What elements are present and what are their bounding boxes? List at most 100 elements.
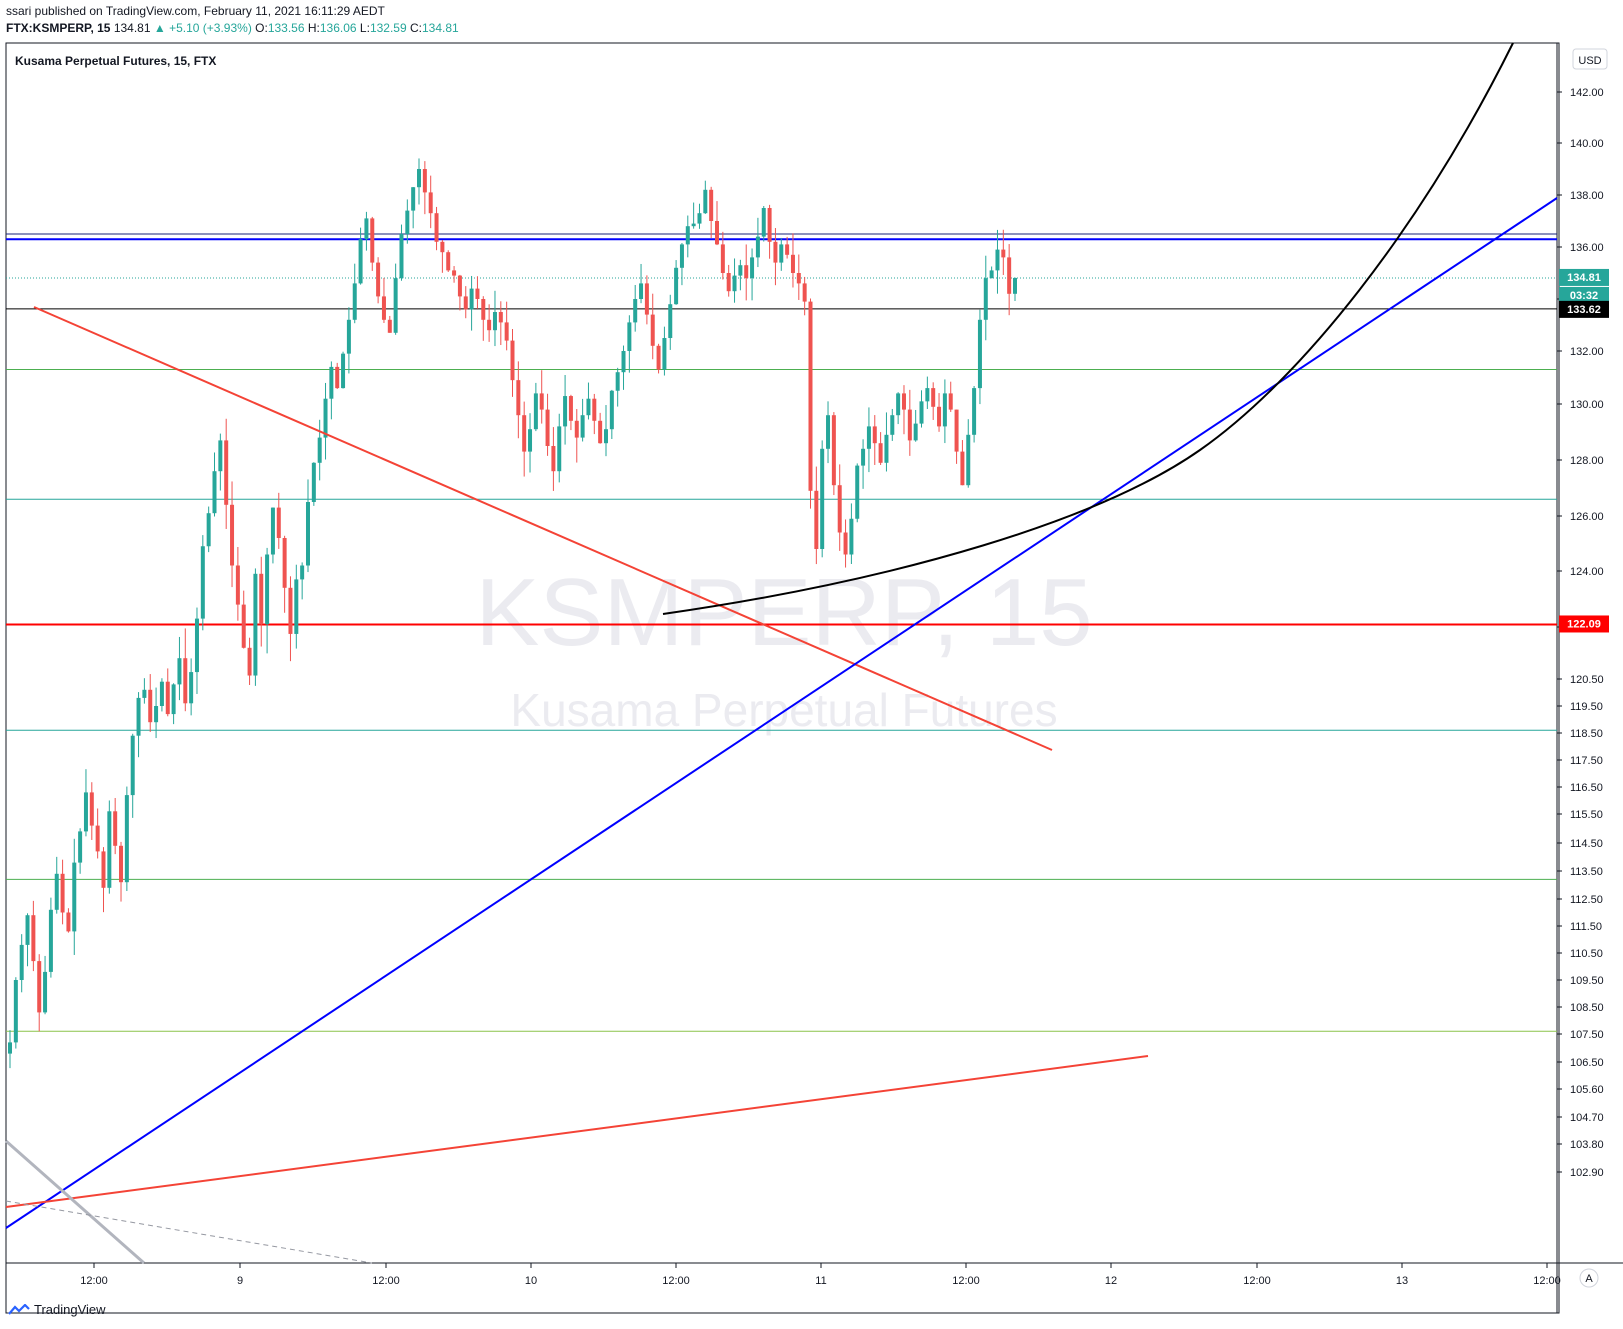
candle-body bbox=[709, 189, 714, 221]
candle-body bbox=[200, 546, 205, 619]
candle-body bbox=[434, 213, 439, 242]
candle-body bbox=[983, 278, 988, 320]
candle-body bbox=[212, 471, 217, 514]
candle-body bbox=[352, 283, 357, 320]
candle-body bbox=[72, 862, 77, 932]
candle-body bbox=[177, 658, 182, 685]
candle-body bbox=[884, 434, 889, 463]
candle-body bbox=[995, 249, 1000, 271]
y-tick-label: 124.00 bbox=[1570, 566, 1604, 578]
y-tick-label: 118.50 bbox=[1570, 728, 1603, 740]
candle-body bbox=[422, 169, 427, 193]
candle-body bbox=[960, 451, 965, 486]
candle-body bbox=[919, 401, 924, 424]
candle-body bbox=[1013, 277, 1017, 294]
candle-body bbox=[399, 234, 404, 279]
x-tick-label: 11 bbox=[815, 1275, 826, 1287]
y-tick-label: 126.00 bbox=[1570, 511, 1604, 523]
candle-body bbox=[376, 262, 381, 297]
candle-body bbox=[972, 388, 977, 435]
candle-body bbox=[492, 312, 497, 331]
candle-body bbox=[627, 322, 632, 351]
candle-body bbox=[54, 873, 59, 910]
y-tick-label: 128.00 bbox=[1570, 455, 1604, 467]
candle-body bbox=[417, 169, 422, 188]
tradingview-footer[interactable]: TradingView bbox=[8, 1302, 106, 1317]
y-tick-label: 108.50 bbox=[1570, 1002, 1604, 1014]
candle-body bbox=[516, 380, 521, 416]
candle-body bbox=[130, 735, 135, 796]
candle-body bbox=[755, 236, 760, 258]
plot-area[interactable] bbox=[5, 42, 1560, 1314]
candle-body bbox=[621, 351, 626, 373]
x-tick-label: 12:00 bbox=[662, 1275, 690, 1287]
candle-body bbox=[206, 513, 211, 547]
candle-body bbox=[574, 420, 579, 438]
candle-body bbox=[276, 507, 281, 538]
y-tick-label: 115.50 bbox=[1570, 809, 1603, 821]
candle-body bbox=[855, 465, 860, 519]
candle-body bbox=[726, 273, 731, 292]
price-axis[interactable]: 142.00140.00138.00136.00134.00132.00130.… bbox=[1557, 87, 1604, 1179]
candle-body bbox=[568, 396, 573, 421]
candle-body bbox=[323, 398, 328, 438]
time-axis[interactable]: 12:00 9 12:00 10 12:00 11 12:00 12 12:00 13 12:00 bbox=[80, 1263, 1561, 1287]
candle-body bbox=[639, 283, 644, 299]
candle-body bbox=[878, 443, 883, 463]
candle-body bbox=[475, 288, 480, 299]
y-tick-label: 102.90 bbox=[1570, 1167, 1604, 1179]
candle-body bbox=[779, 244, 784, 263]
watermark-symbol: KSMPERP, 15 bbox=[475, 559, 1092, 666]
candle-body bbox=[469, 288, 474, 310]
y-tick-label: 113.50 bbox=[1570, 866, 1603, 878]
y-tick-label: 117.50 bbox=[1570, 755, 1603, 767]
close-label: C: bbox=[409, 21, 422, 35]
candle-body bbox=[241, 604, 246, 648]
candle-body bbox=[580, 415, 585, 438]
candle-body bbox=[95, 825, 100, 852]
candle-body bbox=[136, 697, 141, 736]
currency-box bbox=[1572, 48, 1608, 70]
candle-body bbox=[861, 448, 866, 466]
candle-body bbox=[913, 423, 918, 441]
candle-body bbox=[954, 409, 959, 452]
candle-body bbox=[679, 244, 684, 268]
candle-body bbox=[837, 485, 842, 533]
candle-body bbox=[452, 270, 457, 276]
watermark-name: Kusama Perpetual Futures bbox=[510, 684, 1057, 736]
candle-body bbox=[644, 283, 649, 315]
x-tick-label: 12:00 bbox=[1533, 1275, 1561, 1287]
price-change: ▲ +5.10 (+3.93%) bbox=[153, 21, 252, 35]
candle-body bbox=[504, 322, 509, 341]
price-label-box bbox=[1559, 268, 1609, 286]
candle-body bbox=[48, 909, 53, 972]
candle-body bbox=[194, 618, 199, 673]
candle-body bbox=[19, 944, 24, 980]
candle-body bbox=[78, 831, 83, 863]
y-tick-label: 138.00 bbox=[1570, 190, 1604, 202]
candle-body bbox=[457, 275, 462, 297]
candle-body bbox=[744, 265, 749, 279]
auto-scale-button[interactable] bbox=[1579, 1268, 1599, 1288]
candle-body bbox=[814, 490, 819, 549]
candle-body bbox=[586, 398, 591, 416]
candle-body bbox=[189, 672, 194, 704]
candle-body bbox=[633, 299, 638, 323]
y-tick-label: 107.50 bbox=[1570, 1029, 1604, 1041]
x-tick-label: 9 bbox=[237, 1275, 243, 1287]
blue-ascending-trendline bbox=[5, 197, 1558, 1229]
candle-body bbox=[691, 223, 696, 227]
y-tick-label: 120.50 bbox=[1570, 674, 1604, 686]
candle-body bbox=[942, 393, 947, 427]
candle-body bbox=[592, 398, 597, 421]
candle-body bbox=[31, 915, 36, 962]
candle-body bbox=[463, 296, 468, 310]
low-label: L: bbox=[359, 21, 370, 35]
candle-body bbox=[598, 420, 603, 444]
candle-body bbox=[890, 415, 895, 435]
candle-body bbox=[13, 980, 18, 1043]
candle-body bbox=[300, 565, 305, 580]
candle-body bbox=[843, 532, 848, 555]
candle-body bbox=[931, 388, 936, 407]
